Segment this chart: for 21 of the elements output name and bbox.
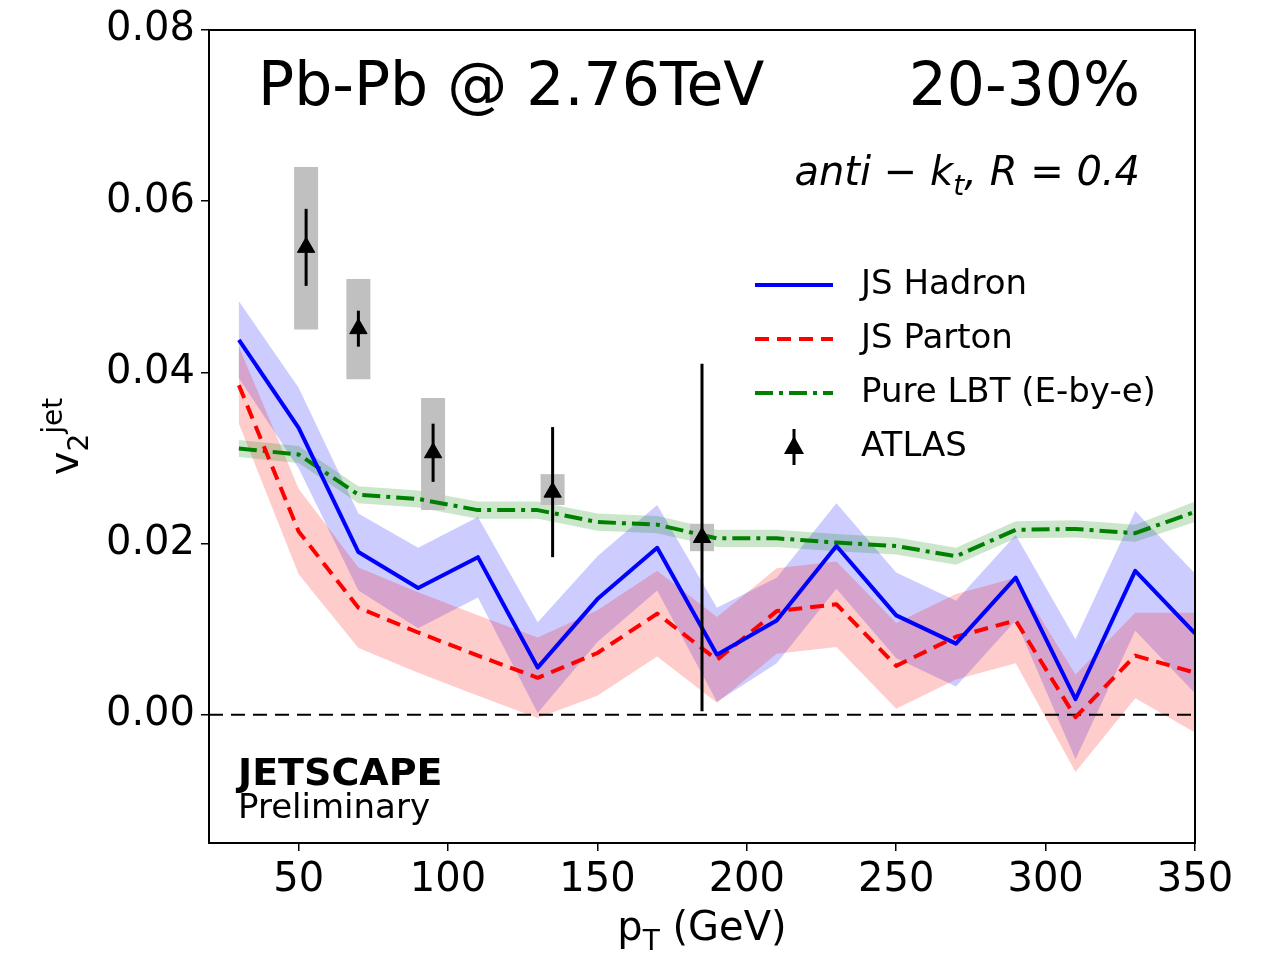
x-tick-label: 150: [559, 854, 636, 901]
annotation: Pb-Pb @ 2.76TeV: [258, 49, 765, 119]
legend-label: JS Parton: [859, 315, 1013, 356]
y-tick-label: 0.00: [105, 688, 195, 735]
x-tick-label: 50: [273, 854, 325, 901]
x-tick-label: 250: [858, 854, 935, 901]
legend-label: JS Hadron: [859, 261, 1027, 302]
x-tick-label: 100: [409, 854, 487, 901]
x-tick-label: 300: [1007, 854, 1084, 901]
annotation: 20-30%: [908, 49, 1140, 119]
y-tick-label: 0.04: [105, 345, 195, 392]
y-axis-title: v2jet: [36, 397, 95, 476]
y-tick-label: 0.08: [105, 3, 195, 50]
bar: [294, 166, 319, 330]
bar: [346, 279, 371, 380]
legend-label: ATLAS: [861, 423, 967, 464]
x-tick-label: 350: [1156, 854, 1234, 901]
y-tick-label: 0.06: [105, 174, 195, 221]
x-tick-label: 200: [708, 854, 785, 901]
y-tick-label: 0.02: [105, 516, 195, 563]
legend-label: Pure LBT (E-by-e): [861, 369, 1156, 410]
